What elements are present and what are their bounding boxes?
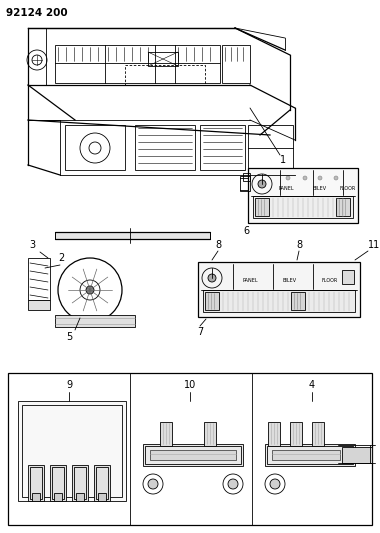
Bar bbox=[65, 125, 125, 170]
Bar bbox=[265, 444, 355, 466]
Bar bbox=[253, 196, 353, 218]
Bar bbox=[312, 422, 324, 446]
Bar bbox=[50, 465, 66, 501]
Bar bbox=[248, 125, 293, 170]
Text: 1: 1 bbox=[280, 155, 286, 165]
Bar bbox=[222, 45, 250, 83]
Circle shape bbox=[86, 286, 94, 294]
Bar bbox=[145, 446, 241, 464]
Bar bbox=[267, 446, 353, 464]
Circle shape bbox=[303, 176, 307, 180]
Bar bbox=[52, 467, 64, 499]
Bar bbox=[18, 401, 126, 501]
Bar bbox=[72, 465, 88, 501]
Bar bbox=[268, 422, 280, 446]
Bar bbox=[143, 444, 243, 466]
Bar bbox=[336, 198, 350, 216]
Bar bbox=[203, 290, 355, 312]
Bar bbox=[205, 292, 219, 310]
Bar bbox=[28, 258, 50, 300]
Bar bbox=[198, 262, 360, 317]
Bar bbox=[150, 450, 236, 460]
Circle shape bbox=[208, 274, 216, 282]
Circle shape bbox=[148, 479, 158, 489]
Bar bbox=[204, 422, 216, 446]
Text: 92124 200: 92124 200 bbox=[6, 8, 68, 18]
Bar bbox=[28, 465, 44, 501]
Bar bbox=[272, 450, 340, 460]
Bar bbox=[135, 125, 195, 170]
Text: 8: 8 bbox=[215, 240, 221, 250]
Bar bbox=[160, 422, 172, 446]
Text: 5: 5 bbox=[66, 332, 72, 342]
Bar bbox=[28, 300, 50, 310]
Circle shape bbox=[270, 479, 280, 489]
Text: 11: 11 bbox=[368, 240, 380, 250]
Bar bbox=[240, 176, 250, 191]
Bar bbox=[32, 493, 40, 501]
Circle shape bbox=[228, 479, 238, 489]
Bar bbox=[96, 467, 108, 499]
Circle shape bbox=[334, 176, 338, 180]
Text: 4: 4 bbox=[309, 380, 315, 390]
Bar bbox=[76, 493, 84, 501]
Text: 8: 8 bbox=[296, 240, 302, 250]
Circle shape bbox=[286, 176, 290, 180]
Bar bbox=[243, 173, 250, 181]
Circle shape bbox=[318, 176, 322, 180]
Text: BILEV: BILEV bbox=[313, 185, 327, 190]
Bar bbox=[22, 405, 122, 497]
Text: FLOOR: FLOOR bbox=[322, 278, 338, 282]
Bar bbox=[55, 45, 220, 83]
Text: FLOOR: FLOOR bbox=[340, 185, 356, 190]
Text: PANEL: PANEL bbox=[278, 185, 294, 190]
Text: BILEV: BILEV bbox=[283, 278, 297, 282]
Text: 7: 7 bbox=[197, 327, 203, 337]
Bar bbox=[54, 493, 62, 501]
Text: 9: 9 bbox=[66, 380, 72, 390]
Bar bbox=[200, 125, 245, 170]
Bar bbox=[291, 292, 305, 310]
Bar bbox=[248, 168, 358, 223]
Bar bbox=[94, 465, 110, 501]
Bar bbox=[30, 467, 42, 499]
Bar bbox=[8, 373, 372, 525]
Bar bbox=[342, 270, 354, 284]
Circle shape bbox=[258, 180, 266, 188]
Bar bbox=[290, 422, 302, 446]
Bar bbox=[98, 493, 106, 501]
Bar bbox=[28, 28, 46, 85]
Bar bbox=[342, 447, 372, 463]
Text: 3: 3 bbox=[29, 240, 35, 250]
Bar bbox=[74, 467, 86, 499]
Text: PANEL: PANEL bbox=[242, 278, 258, 282]
Bar bbox=[148, 52, 178, 66]
Bar bbox=[55, 232, 210, 239]
Bar bbox=[255, 198, 269, 216]
Text: 2: 2 bbox=[58, 253, 64, 263]
Bar bbox=[55, 315, 135, 327]
Text: 10: 10 bbox=[184, 380, 196, 390]
Text: 6: 6 bbox=[243, 226, 249, 236]
